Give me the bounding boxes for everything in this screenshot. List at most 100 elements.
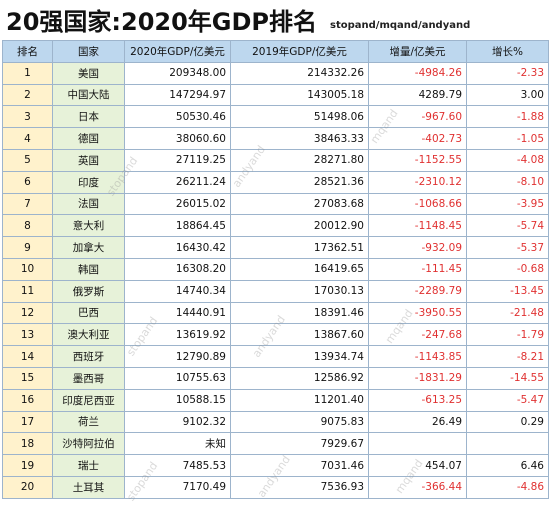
gdp-2019-cell: 214332.26 xyxy=(230,61,369,85)
rank-cell: 2 xyxy=(2,83,53,107)
gdp-2020-cell: 7485.53 xyxy=(124,454,231,477)
country-cell: 荷兰 xyxy=(52,410,125,434)
gdp-2020-cell: 9102.32 xyxy=(124,410,231,434)
growth-cell: -21.48 xyxy=(466,301,549,325)
page-title: 20强国家:2020年GDP排名 xyxy=(6,8,318,36)
delta-cell: -366.44 xyxy=(368,475,467,499)
country-cell: 西班牙 xyxy=(52,345,125,368)
gdp-2020-cell: 未知 xyxy=(124,432,231,456)
table-row: 17 荷兰 9102.32 9075.83 26.49 0.29 xyxy=(2,410,549,434)
gdp-2020-cell: 7170.49 xyxy=(124,475,231,499)
delta-cell: -1152.55 xyxy=(368,148,467,172)
gdp-2019-cell: 12586.92 xyxy=(230,366,369,390)
growth-cell: -13.45 xyxy=(466,279,549,303)
gdp-2019-cell: 143005.18 xyxy=(230,83,369,107)
delta-cell: 26.49 xyxy=(368,410,467,434)
table-row: 2 中国大陆 147294.97 143005.18 4289.79 3.00 xyxy=(2,83,549,107)
header-country: 国家 xyxy=(52,40,125,63)
country-cell: 土耳其 xyxy=(52,475,125,499)
rank-cell: 5 xyxy=(2,148,53,172)
rank-cell: 10 xyxy=(2,257,53,281)
rank-cell: 8 xyxy=(2,214,53,238)
growth-cell: -1.79 xyxy=(466,323,549,347)
gdp-2019-cell: 11201.40 xyxy=(230,388,369,412)
delta-cell: -1068.66 xyxy=(368,192,467,216)
gdp-2020-cell: 26211.24 xyxy=(124,170,231,194)
rank-cell: 18 xyxy=(2,432,53,456)
growth-cell: -3.95 xyxy=(466,192,549,216)
rank-cell: 17 xyxy=(2,410,53,434)
country-cell: 墨西哥 xyxy=(52,366,125,390)
gdp-2020-cell: 12790.89 xyxy=(124,345,231,368)
rank-cell: 1 xyxy=(2,61,53,85)
delta-cell: 4289.79 xyxy=(368,83,467,107)
country-cell: 澳大利亚 xyxy=(52,323,125,347)
gdp-2019-cell: 16419.65 xyxy=(230,257,369,281)
gdp-2020-cell: 16430.42 xyxy=(124,236,231,259)
gdp-2020-cell: 209348.00 xyxy=(124,61,231,85)
gdp-2019-cell: 13867.60 xyxy=(230,323,369,347)
delta-cell: -1143.85 xyxy=(368,345,467,368)
title-bar: 20强国家:2020年GDP排名 stopand/mqand/andyand xyxy=(0,0,550,40)
delta-cell: -1831.29 xyxy=(368,366,467,390)
table-row: 9 加拿大 16430.42 17362.51 -932.09 -5.37 xyxy=(2,236,549,259)
table-row: 11 俄罗斯 14740.34 17030.13 -2289.79 -13.45 xyxy=(2,279,549,303)
country-cell: 韩国 xyxy=(52,257,125,281)
gdp-2019-cell: 9075.83 xyxy=(230,410,369,434)
delta-cell: -247.68 xyxy=(368,323,467,347)
rank-cell: 9 xyxy=(2,236,53,259)
delta-cell xyxy=(368,432,467,456)
gdp-2020-cell: 50530.46 xyxy=(124,105,231,129)
delta-cell: -967.60 xyxy=(368,105,467,129)
gdp-2019-cell: 18391.46 xyxy=(230,301,369,325)
gdp-ranking-table: 排名 国家 2020年GDP/亿美元 2019年GDP/亿美元 增量/亿美元 增… xyxy=(2,40,549,499)
rank-cell: 4 xyxy=(2,127,53,150)
gdp-2019-cell: 28271.80 xyxy=(230,148,369,172)
header-growth: 增长% xyxy=(466,40,549,63)
gdp-2020-cell: 10588.15 xyxy=(124,388,231,412)
country-cell: 加拿大 xyxy=(52,236,125,259)
gdp-2020-cell: 26015.02 xyxy=(124,192,231,216)
table-row: 1 美国 209348.00 214332.26 -4984.26 -2.33 xyxy=(2,61,549,85)
delta-cell: -402.73 xyxy=(368,127,467,150)
delta-cell: -932.09 xyxy=(368,236,467,259)
table-row: 15 墨西哥 10755.63 12586.92 -1831.29 -14.55 xyxy=(2,366,549,390)
growth-cell: -5.74 xyxy=(466,214,549,238)
table-row: 8 意大利 18864.45 20012.90 -1148.45 -5.74 xyxy=(2,214,549,238)
header-delta: 增量/亿美元 xyxy=(368,40,467,63)
growth-cell: -5.37 xyxy=(466,236,549,259)
table-row: 19 瑞士 7485.53 7031.46 454.07 6.46 xyxy=(2,454,549,477)
gdp-2020-cell: 13619.92 xyxy=(124,323,231,347)
country-cell: 印度尼西亚 xyxy=(52,388,125,412)
growth-cell: -1.88 xyxy=(466,105,549,129)
rank-cell: 12 xyxy=(2,301,53,325)
country-cell: 印度 xyxy=(52,170,125,194)
rank-cell: 15 xyxy=(2,366,53,390)
delta-cell: -3950.55 xyxy=(368,301,467,325)
gdp-2019-cell: 7031.46 xyxy=(230,454,369,477)
table-row: 20 土耳其 7170.49 7536.93 -366.44 -4.86 xyxy=(2,475,549,499)
gdp-2020-cell: 14440.91 xyxy=(124,301,231,325)
rank-cell: 6 xyxy=(2,170,53,194)
delta-cell: -4984.26 xyxy=(368,61,467,85)
growth-cell: -5.47 xyxy=(466,388,549,412)
credit-text: stopand/mqand/andyand xyxy=(330,20,471,31)
gdp-2020-cell: 147294.97 xyxy=(124,83,231,107)
growth-cell: 6.46 xyxy=(466,454,549,477)
gdp-2019-cell: 20012.90 xyxy=(230,214,369,238)
growth-cell: -4.86 xyxy=(466,475,549,499)
header-gdp-2020: 2020年GDP/亿美元 xyxy=(124,40,231,63)
table-row: 12 巴西 14440.91 18391.46 -3950.55 -21.48 xyxy=(2,301,549,325)
growth-cell: -4.08 xyxy=(466,148,549,172)
table-row: 6 印度 26211.24 28521.36 -2310.12 -8.10 xyxy=(2,170,549,194)
table-header-row: 排名 国家 2020年GDP/亿美元 2019年GDP/亿美元 增量/亿美元 增… xyxy=(2,40,549,63)
rank-cell: 7 xyxy=(2,192,53,216)
header-rank: 排名 xyxy=(2,40,53,63)
gdp-2020-cell: 27119.25 xyxy=(124,148,231,172)
country-cell: 日本 xyxy=(52,105,125,129)
rank-cell: 19 xyxy=(2,454,53,477)
delta-cell: -111.45 xyxy=(368,257,467,281)
gdp-2019-cell: 17362.51 xyxy=(230,236,369,259)
growth-cell: -0.68 xyxy=(466,257,549,281)
country-cell: 英国 xyxy=(52,148,125,172)
